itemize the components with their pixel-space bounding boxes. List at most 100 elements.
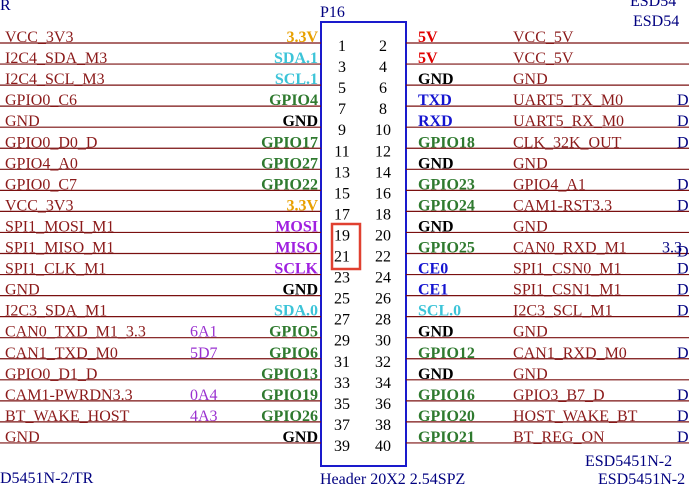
cropped-text: D (677, 197, 689, 214)
cropped-text: ESD5451N-2 (585, 453, 672, 470)
pin-label: CE1 (418, 282, 448, 299)
cropped-text: 3.3 (662, 240, 682, 257)
pin-label: SCL.1 (275, 71, 318, 88)
pin-number: 19 (334, 227, 350, 244)
pin-number: 29 (334, 333, 350, 350)
net-name: GND (513, 366, 548, 383)
pin-number: 39 (334, 438, 350, 455)
pin-number: 9 (338, 122, 346, 139)
pin-label: GPIO18 (418, 134, 475, 151)
net-name: GND (513, 155, 548, 172)
pin-label: 3.3V (286, 197, 318, 214)
pin-label: GPIO16 (418, 387, 475, 404)
pin-number: 24 (375, 270, 391, 287)
pin-label: SCL.0 (418, 303, 461, 320)
cropped-text: D (677, 176, 689, 193)
net-tag: 0A4 (190, 387, 218, 404)
net-name: CAN1_TXD_M0 (5, 345, 118, 362)
pin-label: GPIO6 (269, 345, 318, 362)
net-name: GPIO0_C6 (5, 92, 77, 109)
header-footer: Header 20X2 2.54SPZ (320, 471, 465, 488)
cropped-text: D (677, 282, 689, 299)
pin-label: SDA.0 (274, 303, 318, 320)
pin-label: GND (418, 218, 454, 235)
pin-number: 38 (375, 417, 391, 434)
pin-number: 30 (375, 333, 391, 350)
net-name: SPI1_CSN1_M1 (513, 282, 621, 299)
pin-number: 23 (334, 270, 350, 287)
pin-label: GPIO5 (269, 324, 318, 341)
pin-label: 5V (418, 50, 438, 67)
net-name: CAM1-RST3.3 (513, 197, 612, 214)
net-name: GPIO4_A0 (5, 155, 78, 172)
pin-number: 16 (375, 185, 391, 202)
net-name: GND (5, 429, 40, 446)
pin-number: 25 (334, 291, 350, 308)
cropped-text: D (677, 387, 689, 404)
cropped-text: D5451N-2/TR (0, 470, 94, 487)
cropped-text: R (0, 0, 11, 14)
pin-label: GND (418, 324, 454, 341)
pin-label: GPIO27 (261, 155, 318, 172)
pin-number: 22 (375, 249, 391, 266)
pin-label: GND (418, 71, 454, 88)
net-name: GND (5, 113, 40, 130)
net-name: GND (5, 282, 40, 299)
header-box (320, 21, 407, 467)
pin-label: MOSI (275, 218, 318, 235)
pin-number: 20 (375, 227, 391, 244)
net-name: VCC_3V3 (5, 29, 73, 46)
net-name: UART5_RX_M0 (513, 113, 624, 130)
header-title: P16 (320, 4, 345, 21)
pin-label: GPIO17 (261, 134, 318, 151)
cropped-text: ESD54 (633, 13, 679, 30)
pin-number: 17 (334, 206, 350, 223)
pin-number: 15 (334, 185, 350, 202)
cropped-text: D (677, 113, 689, 130)
pin-number: 1 (338, 38, 346, 55)
net-name: GND (513, 218, 548, 235)
pin-number: 12 (375, 143, 391, 160)
pin-number: 13 (334, 164, 350, 181)
net-name: HOST_WAKE_BT (513, 408, 638, 425)
pin-label: GPIO22 (261, 176, 318, 193)
pin-number: 28 (375, 312, 391, 329)
net-name: GND (513, 71, 548, 88)
cropped-text: ESD5451N-2 (598, 471, 685, 488)
net-name: BT_WAKE_HOST (5, 408, 130, 425)
net-name: CAM1-PWRDN3.3 (5, 387, 133, 404)
pin-number: 3 (338, 59, 346, 76)
pin-label: RXD (418, 113, 453, 130)
net-name: CAN0_RXD_M1 (513, 240, 627, 257)
pin-label: TXD (418, 92, 452, 109)
net-name: CAN0_TXD_M1_3.3 (5, 324, 146, 341)
pin-number: 5 (338, 80, 346, 97)
pin-label: GND (418, 366, 454, 383)
cropped-text: D (677, 92, 689, 109)
pin-number: 4 (379, 59, 387, 76)
pin-number: 18 (375, 206, 391, 223)
net-name: VCC_5V (513, 50, 574, 67)
net-name: GND (513, 324, 548, 341)
pin-number: 37 (334, 417, 350, 434)
net-name: GPIO0_C7 (5, 176, 77, 193)
pin-label: GPIO26 (261, 408, 318, 425)
cropped-text: D (677, 303, 689, 320)
highlight-box (330, 222, 362, 271)
net-name: GPIO4_A1 (513, 176, 586, 193)
pin-number: 31 (334, 354, 350, 371)
pin-number: 8 (379, 101, 387, 118)
pin-number: 11 (334, 143, 349, 160)
pin-label: GPIO24 (418, 197, 475, 214)
net-name: I2C3_SCL_M1 (513, 303, 613, 320)
pin-number: 36 (375, 396, 391, 413)
pin-number: 21 (334, 249, 350, 266)
pin-label: GPIO25 (418, 240, 475, 257)
pin-label: SDA.1 (274, 50, 318, 67)
net-name: VCC_3V3 (5, 197, 73, 214)
pin-label: GPIO23 (418, 176, 475, 193)
net-tag: 5D7 (190, 345, 218, 362)
